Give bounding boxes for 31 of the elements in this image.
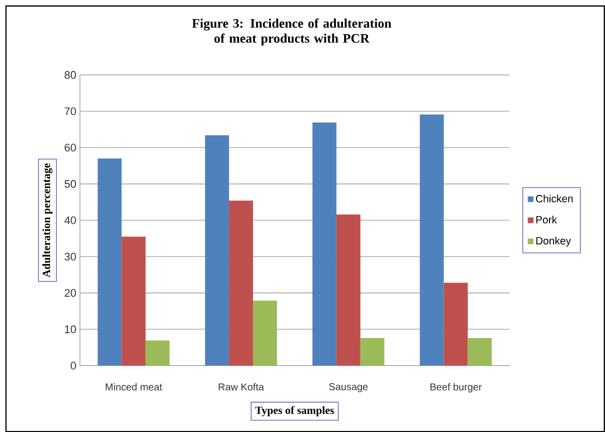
- bar: [229, 200, 253, 366]
- x-tick-label: Raw Kofta: [218, 383, 264, 390]
- bar: [336, 214, 360, 366]
- y-tick-label: 70: [64, 107, 76, 116]
- x-tick-label: Beef burger: [430, 383, 482, 392]
- y-axis-title: Adulteration percentage: [42, 163, 52, 278]
- bar: [122, 236, 146, 366]
- y-tick-label: 10: [65, 325, 76, 334]
- bar: [360, 338, 384, 366]
- bar: [253, 300, 277, 366]
- bar: [420, 114, 444, 366]
- bar: [312, 122, 336, 366]
- legend-label: Pork: [536, 216, 558, 224]
- y-tick-label: 30: [64, 252, 76, 260]
- y-tick-label: 20: [64, 288, 76, 297]
- bar: [468, 338, 492, 366]
- x-tick-label: Sausage: [329, 383, 368, 392]
- chart-title: Figure 3: Incidence of adulteration of meat products with PCR: [192, 18, 392, 46]
- legend-label: Donkey: [536, 236, 571, 247]
- y-tick-label: 40: [64, 216, 76, 224]
- y-tick-label: 50: [64, 180, 76, 188]
- x-tick-label: Minced meat: [106, 383, 162, 390]
- y-tick-label: 60: [64, 144, 76, 152]
- x-axis-title: Types of samples: [255, 406, 334, 416]
- y-tick-label: 80: [64, 70, 76, 79]
- bar: [205, 135, 230, 366]
- y-tick-label: 0: [70, 362, 76, 370]
- bar: [146, 340, 170, 366]
- legend-label: Chicken: [536, 194, 573, 202]
- bar: [444, 282, 468, 366]
- bar: [98, 158, 122, 366]
